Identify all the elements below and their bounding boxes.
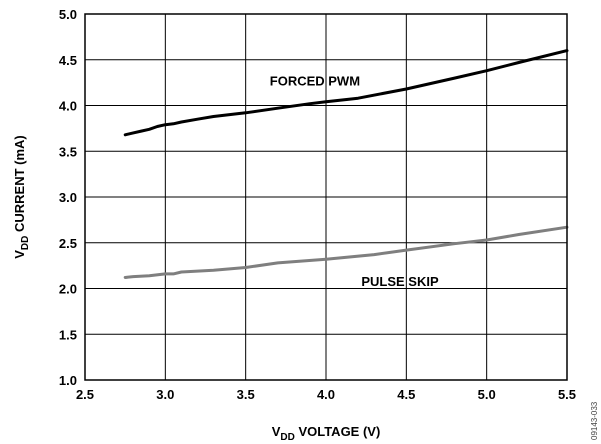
annotations: FORCED PWM PULSE SKIP [270,73,439,288]
figure-id: 09143-033 [590,401,599,440]
x-tick-label: 2.5 [76,387,94,402]
y-tick-label: 5.0 [59,7,77,22]
grid-lines [85,14,567,380]
series-line-pulse-skip [123,225,569,279]
y-axis-label: VDD CURRENT (mA) [12,135,31,259]
annotation-label: FORCED PWM [270,73,360,88]
x-axis-label: VDD VOLTAGE (V) [272,424,381,443]
y-tick-label: 4.5 [59,53,77,68]
y-tick-label: 1.0 [59,373,77,388]
series-line-forced-pwm [123,49,569,137]
y-tick-label: 2.5 [59,236,77,251]
x-tick-label: 3.5 [237,387,255,402]
x-tick-label: 4.5 [397,387,415,402]
series-lines [123,49,569,279]
x-tick-label: 4.0 [317,387,335,402]
y-tick-label: 2.0 [59,282,77,297]
y-tick-label: 4.0 [59,99,77,114]
x-tick-label: 5.5 [558,387,576,402]
y-tick-label: 3.0 [59,190,77,205]
tick-labels: 2.5 3.0 3.5 4.0 4.5 5.0 5.5 1.0 1.5 2.0 2.5 3.0 3.5 4… [59,7,576,402]
x-tick-label: 3.0 [156,387,174,402]
annotation-label: PULSE SKIP [361,274,439,289]
x-tick-label: 5.0 [478,387,496,402]
plot-frame [84,13,568,381]
y-tick-label: 1.5 [59,327,77,342]
y-tick-label: 3.5 [59,144,77,159]
